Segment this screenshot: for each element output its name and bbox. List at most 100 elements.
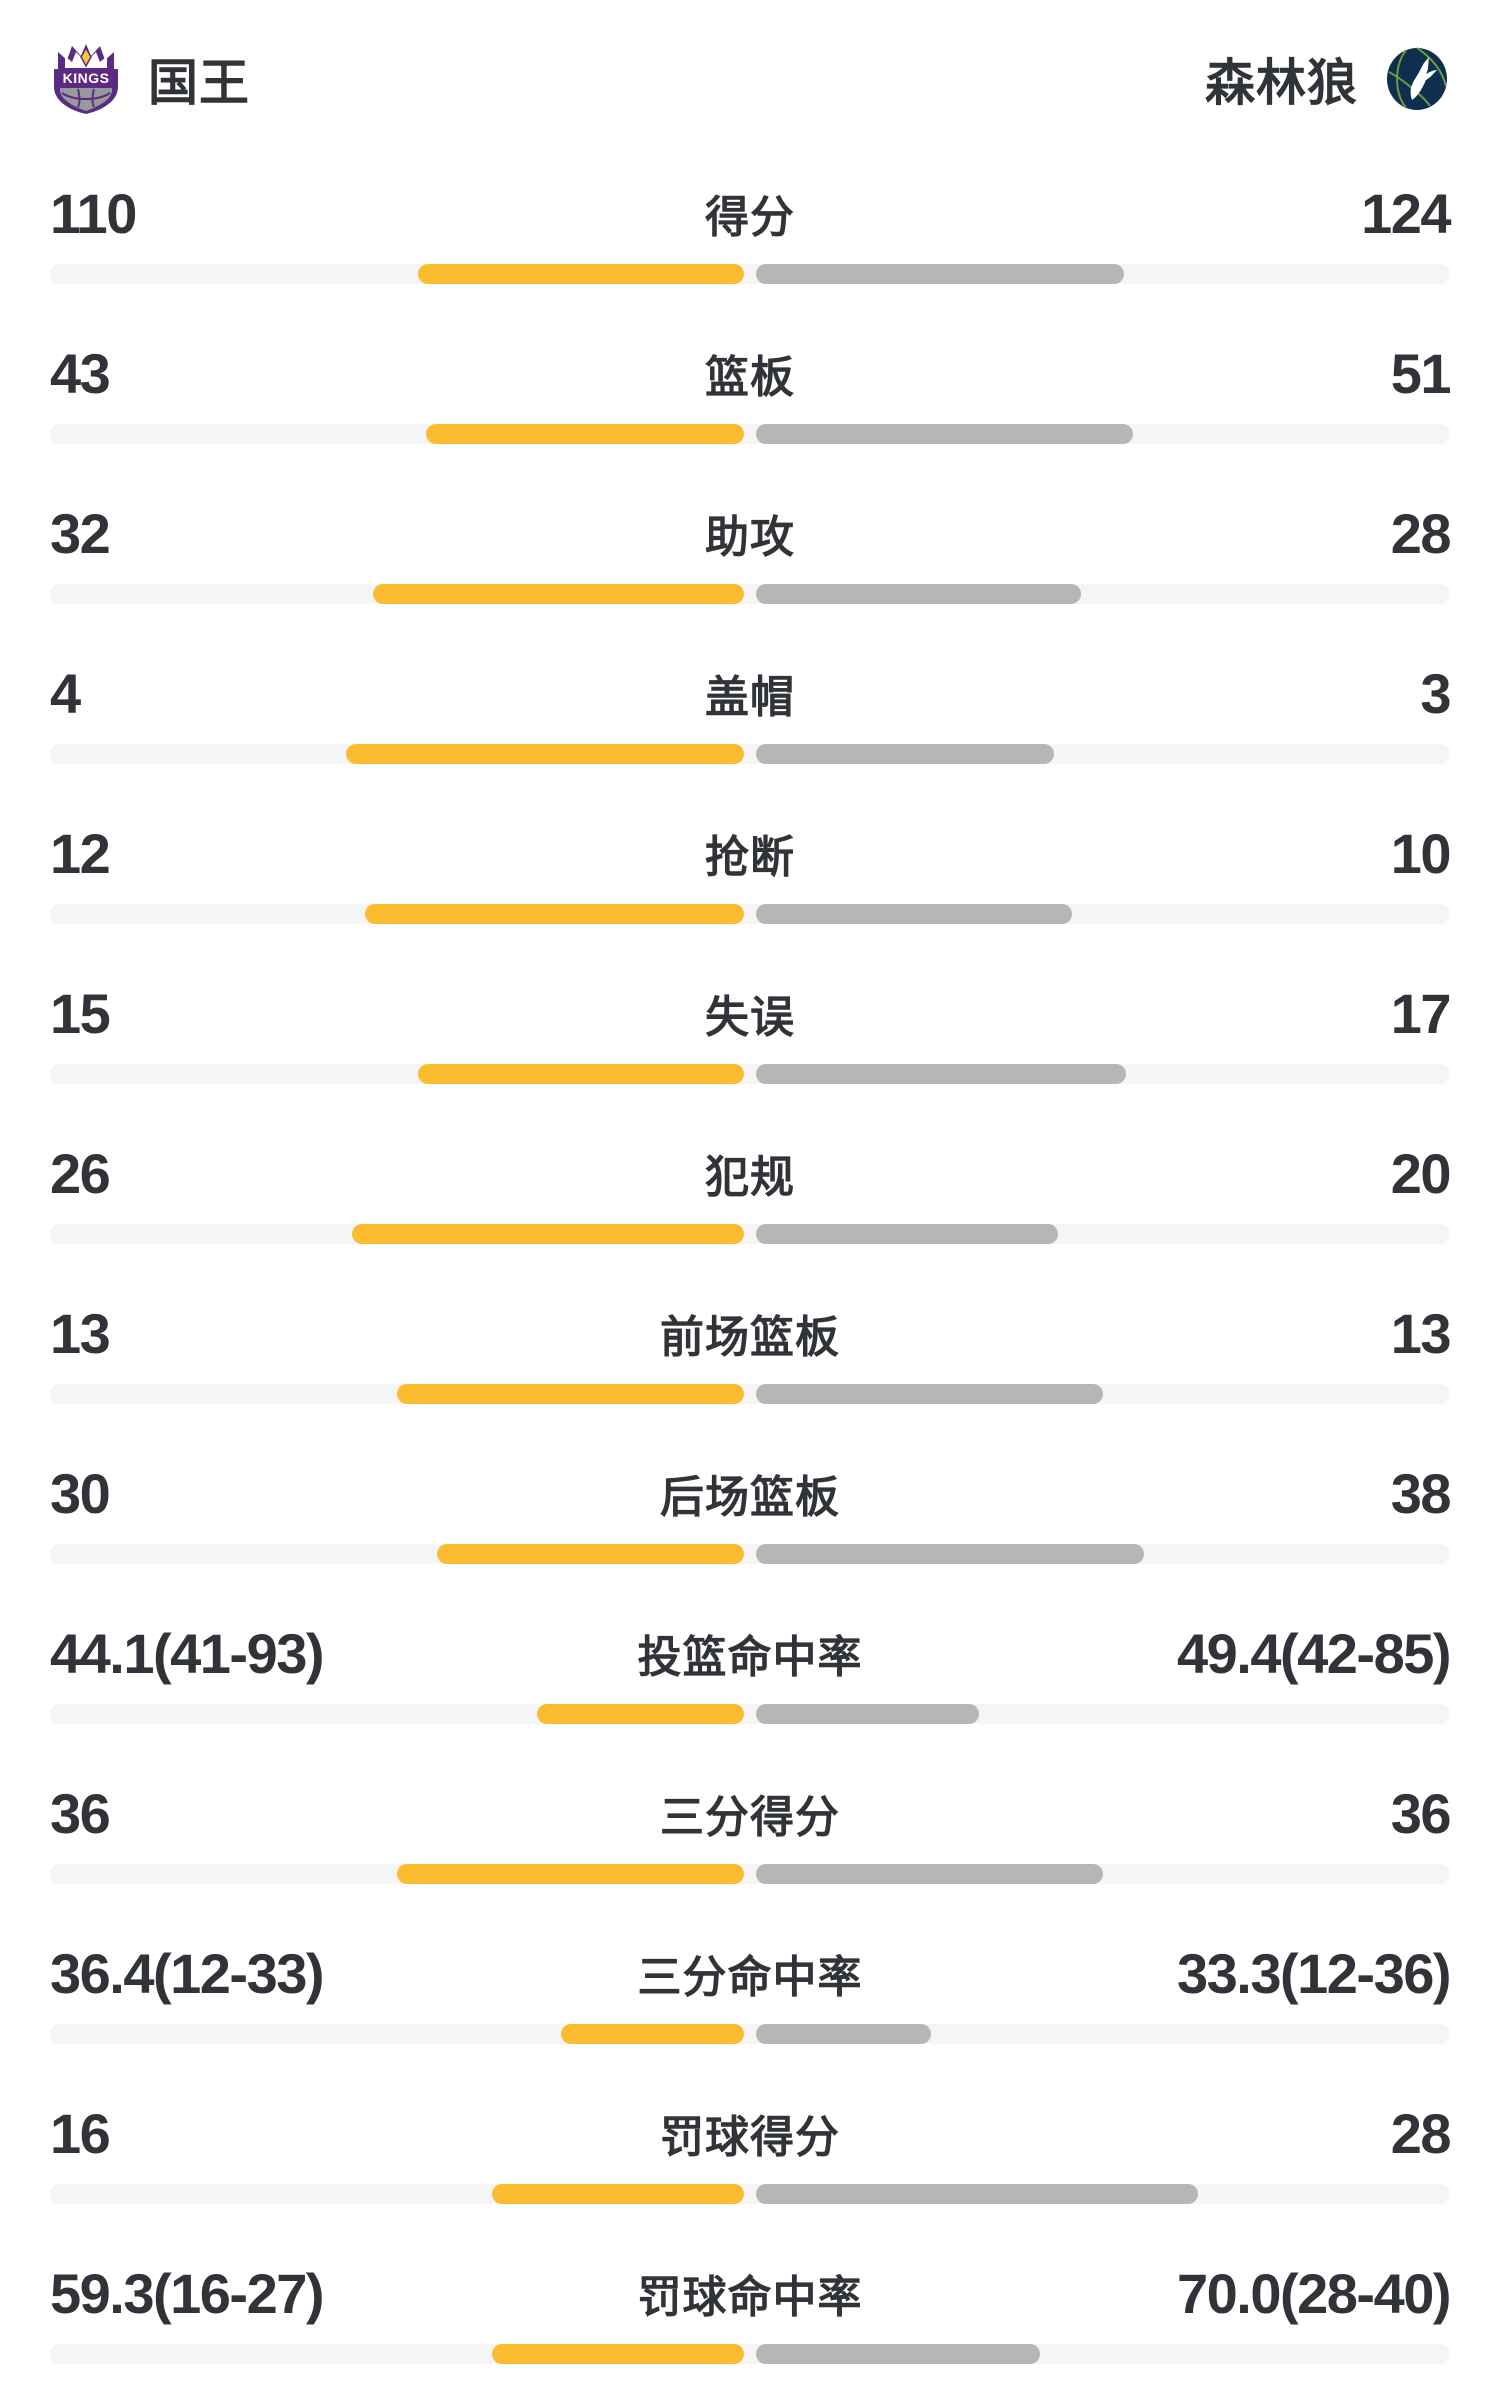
home-team-header[interactable]: KINGS 国王 <box>50 43 250 115</box>
away-value: 124 <box>1361 181 1451 245</box>
stat-row: 59.3(16-27) 罚球命中率 70.0(28-40) <box>50 2240 1452 2400</box>
away-value: 70.0(28-40) <box>1176 2261 1452 2325</box>
stat-row: 13 前场篮板 13 <box>50 1280 1452 1440</box>
home-bar <box>364 904 744 924</box>
bar-track <box>50 2344 1450 2364</box>
away-team-name: 森林狼 <box>1205 55 1358 111</box>
away-value: 28 <box>1390 501 1452 565</box>
stat-values-line: 36.4(12-33) 三分命中率 33.3(12-36) <box>50 1942 1452 2005</box>
home-bar <box>492 2184 744 2204</box>
stat-row: 15 失误 17 <box>50 960 1452 1120</box>
stat-row: 36.4(12-33) 三分命中率 33.3(12-36) <box>50 1920 1452 2080</box>
home-value: 26 <box>50 1141 111 1205</box>
stats-list: 110 得分 124 43 篮板 51 32 助攻 <box>50 160 1452 2400</box>
stat-values-line: 26 犯规 20 <box>50 1142 1452 1205</box>
stat-label: 盖帽 <box>705 673 795 722</box>
stat-values-line: 16 罚球得分 28 <box>50 2102 1452 2165</box>
away-bar <box>756 1384 1104 1404</box>
home-value: 15 <box>50 981 111 1045</box>
home-bar <box>373 584 744 604</box>
stat-values-line: 44.1(41-93) 投篮命中率 49.4(42-85) <box>50 1622 1452 1685</box>
home-value: 44.1(41-93) <box>50 1621 325 1685</box>
timberwolves-logo-icon <box>1384 46 1450 112</box>
svg-text:KINGS: KINGS <box>63 70 110 86</box>
away-value: 38 <box>1390 1461 1452 1525</box>
stat-row: 44.1(41-93) 投篮命中率 49.4(42-85) <box>50 1600 1452 1760</box>
stat-values-line: 110 得分 124 <box>50 182 1451 245</box>
away-value: 20 <box>1390 1141 1452 1205</box>
stat-label: 投篮命中率 <box>637 1633 863 1682</box>
home-bar <box>536 1704 744 1724</box>
stat-row: 12 抢断 10 <box>50 800 1452 960</box>
stat-row: 26 犯规 20 <box>50 1120 1452 1280</box>
stat-label: 罚球命中率 <box>637 2273 863 2322</box>
home-value: 12 <box>50 821 111 885</box>
stat-row: 43 篮板 51 <box>50 320 1452 480</box>
away-bar <box>756 1704 979 1724</box>
home-team-name: 国王 <box>148 55 250 111</box>
bar-track <box>50 1864 1450 1884</box>
away-value: 49.4(42-85) <box>1176 1621 1452 1685</box>
bar-track <box>50 1224 1450 1244</box>
stat-row: 110 得分 124 <box>50 160 1451 320</box>
home-value: 110 <box>50 181 137 245</box>
away-team-header[interactable]: 森林狼 <box>1205 43 1450 115</box>
bar-track <box>50 1704 1450 1724</box>
kings-logo-icon: KINGS <box>50 43 122 115</box>
stat-label: 篮板 <box>705 353 795 402</box>
stat-values-line: 30 后场篮板 38 <box>50 1462 1452 1525</box>
home-bar <box>352 1224 744 1244</box>
stat-values-line: 13 前场篮板 13 <box>50 1302 1452 1365</box>
teams-header: KINGS 国王 森林狼 <box>50 0 1450 116</box>
away-bar <box>756 1864 1104 1884</box>
away-bar <box>756 1064 1126 1084</box>
away-bar <box>756 584 1081 604</box>
stat-values-line: 59.3(16-27) 罚球命中率 70.0(28-40) <box>50 2262 1452 2325</box>
home-value: 36.4(12-33) <box>50 1941 325 2005</box>
away-value: 17 <box>1390 981 1452 1045</box>
stat-values-line: 15 失误 17 <box>50 982 1452 1045</box>
bar-track <box>50 424 1450 444</box>
home-bar <box>560 2024 744 2044</box>
stat-values-line: 43 篮板 51 <box>50 342 1452 405</box>
bar-track <box>50 744 1450 764</box>
away-bar <box>756 2344 1041 2364</box>
home-bar <box>346 744 744 764</box>
stat-label: 后场篮板 <box>660 1473 840 1522</box>
away-value: 33.3(12-36) <box>1176 1941 1452 2005</box>
away-bar <box>756 2184 1199 2204</box>
bar-track <box>50 2184 1450 2204</box>
stat-values-line: 12 抢断 10 <box>50 822 1452 885</box>
away-value: 3 <box>1420 661 1451 725</box>
away-value: 13 <box>1390 1301 1452 1365</box>
stat-label: 抢断 <box>705 833 795 882</box>
bar-track <box>50 2024 1450 2044</box>
home-bar <box>426 424 744 444</box>
stat-label: 得分 <box>705 193 795 242</box>
home-bar <box>417 1064 744 1084</box>
stat-label: 三分得分 <box>660 1793 840 1842</box>
away-value: 36 <box>1390 1781 1452 1845</box>
away-value: 51 <box>1390 341 1452 405</box>
stat-row: 16 罚球得分 28 <box>50 2080 1452 2240</box>
home-value: 4 <box>50 661 81 725</box>
stat-label: 失误 <box>705 993 795 1042</box>
stat-row: 30 后场篮板 38 <box>50 1440 1452 1600</box>
away-bar <box>756 744 1055 764</box>
home-value: 36 <box>50 1781 111 1845</box>
stat-label: 前场篮板 <box>660 1313 840 1362</box>
home-bar <box>396 1384 744 1404</box>
home-value: 30 <box>50 1461 111 1525</box>
bar-track <box>50 584 1450 604</box>
home-value: 16 <box>50 2101 111 2165</box>
stat-row: 4 盖帽 3 <box>50 640 1451 800</box>
bar-track <box>50 904 1450 924</box>
bar-track <box>50 264 1450 284</box>
stat-values-line: 36 三分得分 36 <box>50 1782 1452 1845</box>
home-value: 32 <box>50 501 111 565</box>
stat-row: 36 三分得分 36 <box>50 1760 1452 1920</box>
away-value: 28 <box>1390 2101 1452 2165</box>
home-bar <box>417 264 744 284</box>
stat-label: 罚球得分 <box>660 2113 840 2162</box>
